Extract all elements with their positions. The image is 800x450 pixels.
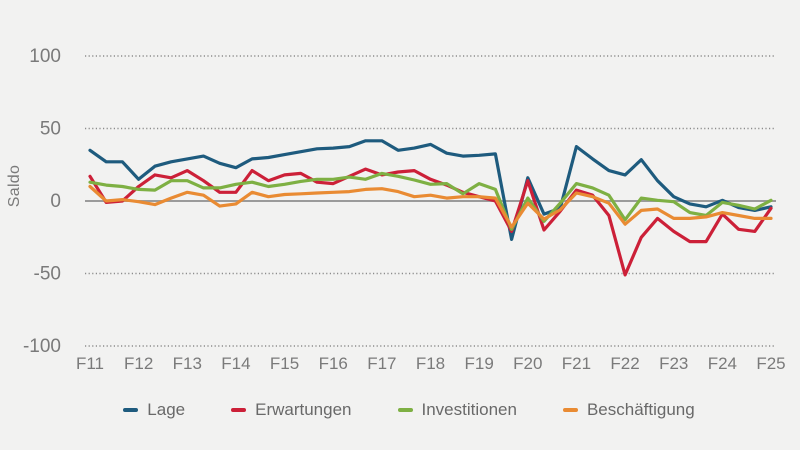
x-tick-label-F16: F16 bbox=[319, 354, 348, 373]
legend-item-beschäftigung: Beschäftigung bbox=[562, 400, 695, 420]
y-tick-label: 100 bbox=[29, 46, 61, 67]
y-tick-label: 0 bbox=[50, 191, 61, 212]
x-tick-label-F23: F23 bbox=[659, 354, 688, 373]
series-line-lage bbox=[88, 139, 773, 241]
legend-swatch-icon bbox=[231, 408, 247, 412]
legend-item-erwartungen: Erwartungen bbox=[231, 400, 352, 420]
x-tick-label-F15: F15 bbox=[270, 354, 299, 373]
legend-swatch-icon bbox=[123, 408, 139, 412]
y-tick-label: 50 bbox=[40, 119, 61, 140]
legend-item-lage: Lage bbox=[123, 400, 185, 420]
x-tick-label-F12: F12 bbox=[124, 354, 153, 373]
series-line-investitionen bbox=[88, 171, 773, 231]
series-line-beschäftigung bbox=[88, 184, 773, 229]
x-tick-label-F11: F11 bbox=[76, 354, 104, 373]
x-tick-label-F13: F13 bbox=[173, 354, 202, 373]
x-tick-label-F19: F19 bbox=[464, 354, 493, 373]
x-tick-label-F20: F20 bbox=[513, 354, 542, 373]
legend-label: Erwartungen bbox=[255, 400, 352, 419]
y-tick-label: -50 bbox=[34, 264, 61, 285]
legend-item-investitionen: Investitionen bbox=[397, 400, 517, 420]
y-tick-label: -100 bbox=[23, 336, 61, 357]
legend-swatch-icon bbox=[397, 408, 413, 412]
x-tick-label-F24: F24 bbox=[708, 354, 737, 373]
x-tick-label-F14: F14 bbox=[221, 354, 250, 373]
x-tick-label-F22: F22 bbox=[610, 354, 639, 373]
x-tick-label-F21: F21 bbox=[562, 354, 591, 373]
x-tick-label-F17: F17 bbox=[367, 354, 396, 373]
legend-swatch-icon bbox=[562, 408, 578, 412]
x-tick-label-F18: F18 bbox=[416, 354, 445, 373]
legend-label: Investitionen bbox=[421, 400, 517, 419]
chart-legend: Lage Erwartungen Investitionen Beschäftigun… bbox=[0, 394, 800, 426]
legend-label: Lage bbox=[147, 400, 186, 419]
x-tick-label-F25: F25 bbox=[756, 354, 785, 373]
series-line-erwartungen bbox=[88, 167, 773, 277]
legend-label: Beschäftigung bbox=[586, 400, 695, 419]
